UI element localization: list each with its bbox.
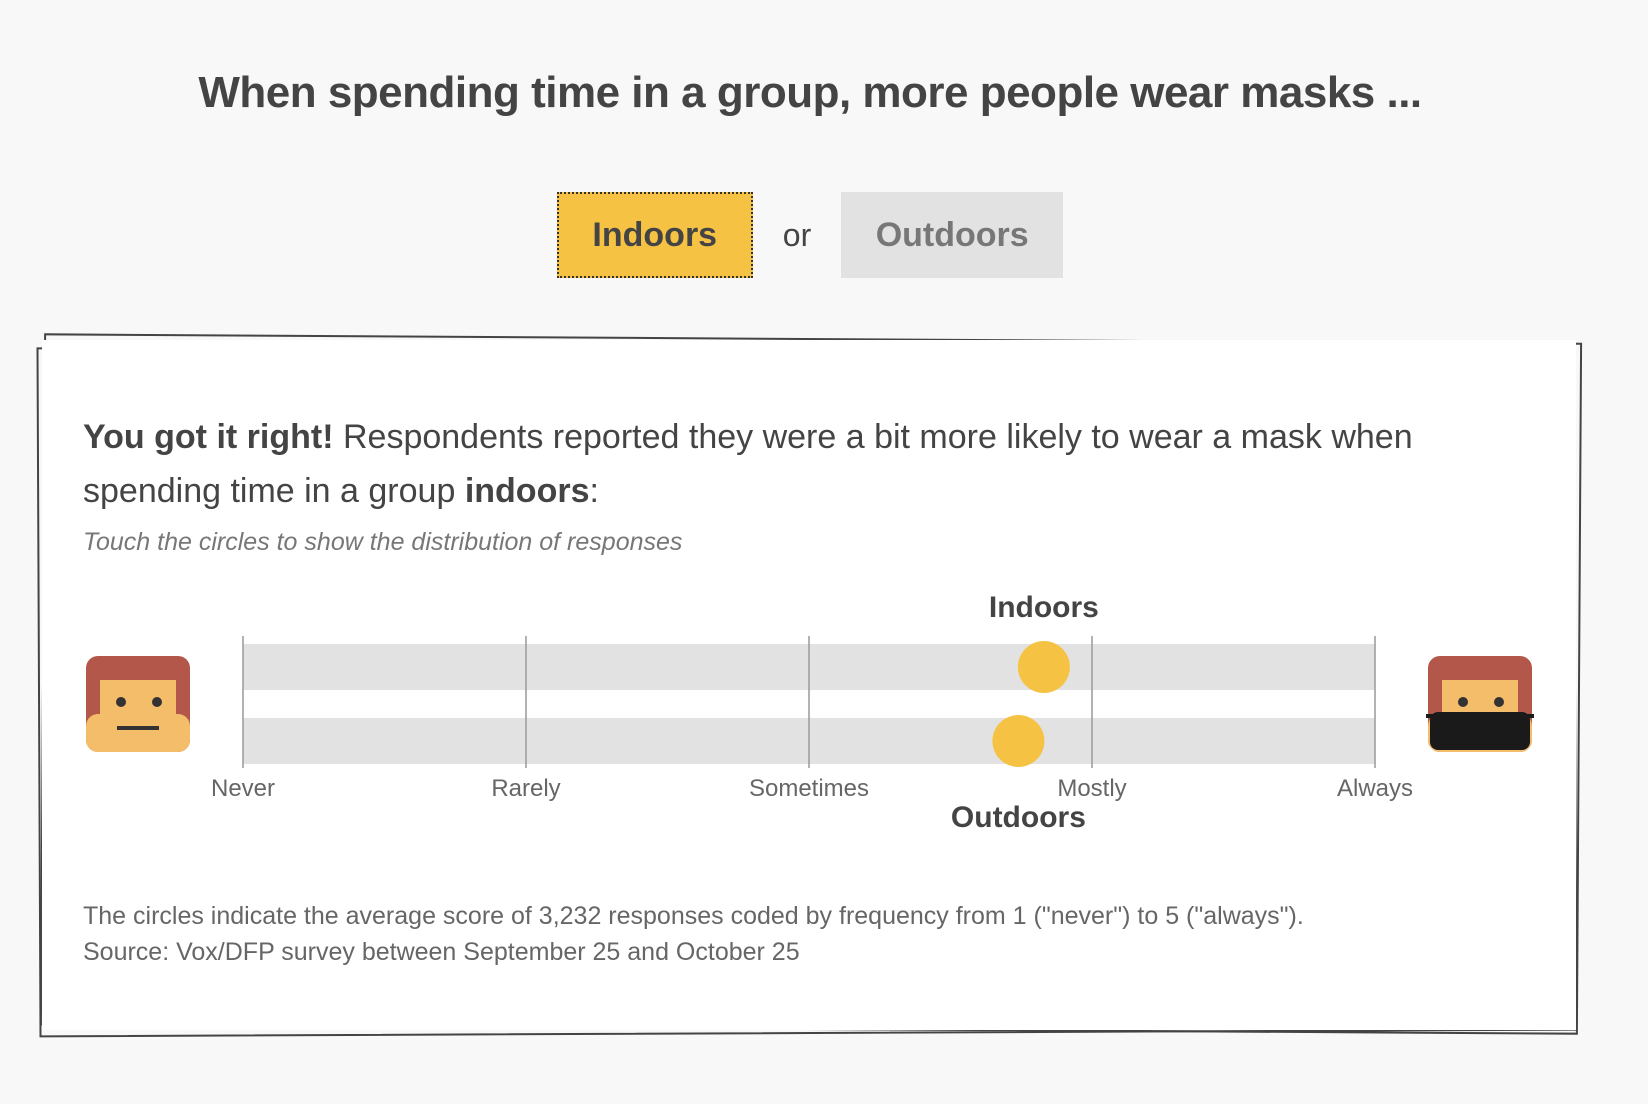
headline: When spending time in a group, more peop… (198, 68, 1422, 117)
dot-plot-chart: Never Rarely Sometimes Mostly Always Indoors O… (86, 591, 1534, 834)
chart-note: The circles indicate the average score o… (83, 898, 1304, 970)
dot-outdoors[interactable] (992, 715, 1045, 767)
note-line-2: Source: Vox/DFP survey between September… (83, 938, 800, 966)
result-card: You got it right! Respondents reported t… (42, 340, 1576, 1030)
indoors-button[interactable]: Indoors (556, 192, 753, 278)
series-label-indoors: Indoors (989, 591, 1099, 624)
result-end: : (589, 472, 599, 510)
note-line-1: The circles indicate the average score o… (83, 902, 1304, 930)
result-text: You got it right! Respondents reported t… (83, 410, 1523, 518)
tick-label-sometimes: Sometimes (749, 775, 869, 802)
masked-face-icon (1426, 656, 1534, 752)
tick-label-rarely: Rarely (491, 775, 560, 802)
tick-label-always: Always (1337, 775, 1413, 802)
result-bold: indoors (464, 472, 590, 510)
tick-label-mostly: Mostly (1057, 775, 1126, 802)
or-label: or (782, 216, 812, 253)
outdoors-button[interactable]: Outdoors (841, 192, 1064, 278)
result-body: Respondents reported they were a bit mor… (83, 418, 1413, 510)
result-lead: You got it right! (83, 418, 334, 456)
dot-indoors[interactable] (1017, 641, 1070, 693)
series-label-outdoors: Outdoors (951, 801, 1086, 834)
tick-label-never: Never (211, 775, 275, 802)
unmasked-face-icon (86, 656, 190, 752)
hint-text: Touch the circles to show the distributi… (83, 528, 683, 556)
answer-choices: Indoors or Outdoors (0, 192, 1620, 278)
